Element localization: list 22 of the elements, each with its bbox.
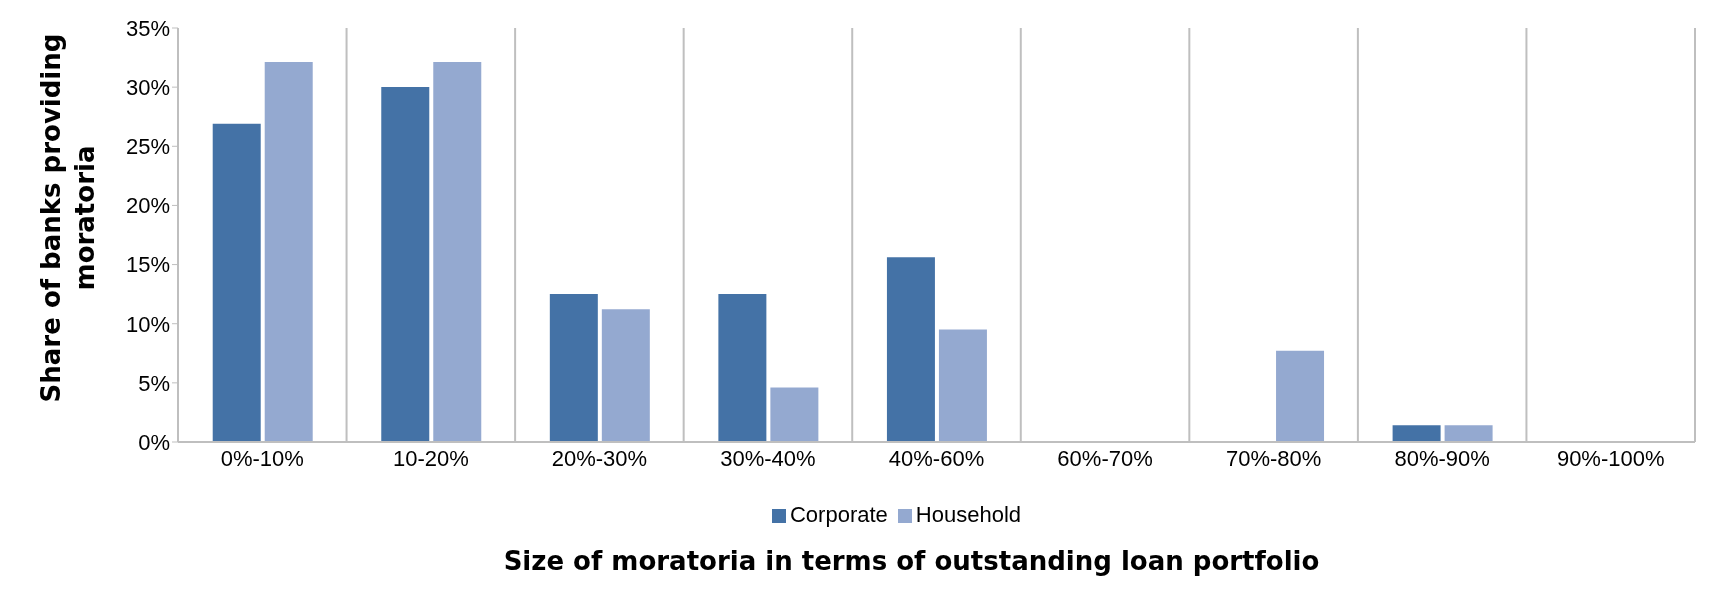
bar (1274, 348, 1327, 442)
y-tick-label: 10% (125, 311, 170, 337)
x-tick-label: 90%-100% (1556, 445, 1665, 471)
legend-label: Corporate (789, 502, 888, 527)
x-tick-label: 30%-40% (720, 445, 816, 471)
y-tick-label: 0% (138, 429, 170, 455)
x-tick-label: 10-20% (392, 445, 469, 471)
x-axis-title: Size of moratoria in terms of outstanding loan portfolio (502, 546, 1321, 576)
y-tick-label: 20% (125, 193, 170, 219)
x-tick-label: 20%-30% (551, 445, 648, 471)
y-tick-label: 30% (125, 74, 170, 100)
x-tick-label: 80%-90% (1394, 445, 1490, 471)
y-tick-label: 15% (125, 252, 170, 278)
y-tick-label: 25% (125, 134, 170, 160)
y-tick-label: 35% (125, 15, 170, 41)
y-tick-label: 5% (138, 370, 170, 396)
x-tick-label: 70%-80% (1225, 445, 1322, 471)
x-tick-label: 0%-10% (220, 445, 304, 471)
legend-label: Household (915, 502, 1022, 527)
x-tick-label: 40%-60% (888, 445, 985, 471)
x-tick-label: 60%-70% (1057, 445, 1153, 471)
y-axis-title: Share of banks providing moratoria (35, 32, 101, 405)
